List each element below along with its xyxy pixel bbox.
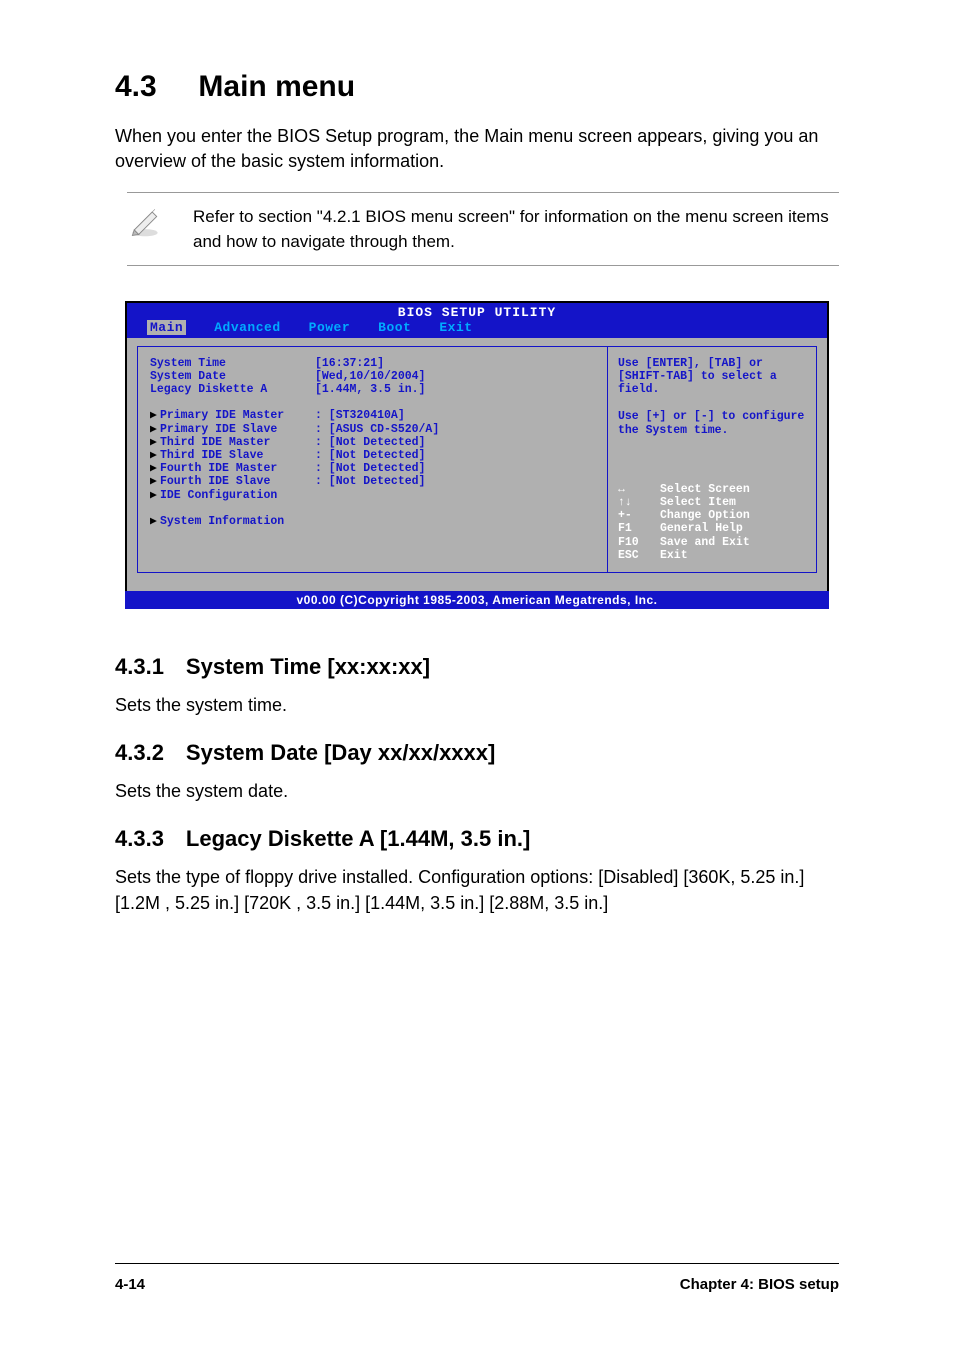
bios-row-label: Legacy Diskette A xyxy=(150,383,315,396)
bios-row-value: : [Not Detected] xyxy=(315,436,425,449)
bios-row-label: ▶IDE Configuration xyxy=(150,489,315,502)
bios-row-label: ▶Primary IDE Master xyxy=(150,409,315,422)
bios-row[interactable]: ▶Third IDE Master: [Not Detected] xyxy=(150,436,595,449)
nav-key: F1 xyxy=(618,522,660,535)
bios-row[interactable]: ▶Third IDE Slave: [Not Detected] xyxy=(150,449,595,462)
heading-number: 4.3 xyxy=(115,70,157,103)
nav-text: Select Item xyxy=(660,496,736,509)
bios-row-value: [16:37:21] xyxy=(315,357,384,370)
bios-menu-power[interactable]: Power xyxy=(309,320,351,335)
triangle-right-icon: ▶ xyxy=(150,489,157,502)
sub-text: Sets the system time. xyxy=(115,692,839,718)
triangle-right-icon: ▶ xyxy=(150,423,157,436)
bios-body: System Time[16:37:21]System Date[Wed,10/… xyxy=(127,338,827,591)
nav-key: F10 xyxy=(618,536,660,549)
main-heading: 4.3 Main menu xyxy=(115,70,839,104)
bios-left-pane: System Time[16:37:21]System Date[Wed,10/… xyxy=(137,346,607,573)
bios-help-2: Use [+] or [-] to configure the System t… xyxy=(618,410,806,436)
bios-row-value: : [ASUS CD-S520/A] xyxy=(315,423,439,436)
bios-menu-main[interactable]: Main xyxy=(147,320,186,335)
bios-nav-row: F10Save and Exit xyxy=(618,536,806,549)
nav-text: Change Option xyxy=(660,509,750,522)
sub-heading: 4.3.2 System Date [Day xx/xx/xxxx] xyxy=(115,740,839,766)
nav-key: ↑↓ xyxy=(618,496,660,509)
bios-row[interactable]: ▶Primary IDE Slave: [ASUS CD-S520/A] xyxy=(150,423,595,436)
bios-menu-advanced[interactable]: Advanced xyxy=(214,320,280,335)
bios-nav-row: ESCExit xyxy=(618,549,806,562)
triangle-right-icon: ▶ xyxy=(150,409,157,422)
bios-row-label: ▶Third IDE Slave xyxy=(150,449,315,462)
bios-row-label: ▶System Information xyxy=(150,515,315,528)
nav-text: General Help xyxy=(660,522,743,535)
triangle-right-icon: ▶ xyxy=(150,436,157,449)
bios-row-label: System Time xyxy=(150,357,315,370)
page-footer: 4-14 Chapter 4: BIOS setup xyxy=(115,1263,839,1293)
bios-row-label: ▶Fourth IDE Slave xyxy=(150,475,315,488)
bios-nav-row: +-Change Option xyxy=(618,509,806,522)
bios-row-value: : [Not Detected] xyxy=(315,462,425,475)
nav-text: Save and Exit xyxy=(660,536,750,549)
bios-menu-boot[interactable]: Boot xyxy=(378,320,411,335)
triangle-right-icon: ▶ xyxy=(150,449,157,462)
bios-row[interactable]: Legacy Diskette A[1.44M, 3.5 in.] xyxy=(150,383,595,396)
bios-row[interactable]: ▶Primary IDE Master: [ST320410A] xyxy=(150,409,595,422)
nav-key: +- xyxy=(618,509,660,522)
bios-menu-bar: Main Advanced Power Boot Exit xyxy=(127,320,827,338)
bios-row[interactable]: ▶IDE Configuration xyxy=(150,489,595,502)
triangle-right-icon: ▶ xyxy=(150,515,157,528)
bios-menu-exit[interactable]: Exit xyxy=(439,320,472,335)
bios-row-value: : [Not Detected] xyxy=(315,449,425,462)
sub-text: Sets the type of floppy drive installed.… xyxy=(115,864,839,916)
bios-row-value: : [ST320410A] xyxy=(315,409,405,422)
bios-row-label: ▶Primary IDE Slave xyxy=(150,423,315,436)
bios-row[interactable]: System Time[16:37:21] xyxy=(150,357,595,370)
nav-key: ESC xyxy=(618,549,660,562)
bios-help-1: Use [ENTER], [TAB] or [SHIFT-TAB] to sel… xyxy=(618,357,806,397)
triangle-right-icon: ▶ xyxy=(150,475,157,488)
note-text: Refer to section "4.2.1 BIOS menu screen… xyxy=(193,203,839,254)
triangle-right-icon: ▶ xyxy=(150,462,157,475)
bios-row[interactable]: ▶Fourth IDE Master: [Not Detected] xyxy=(150,462,595,475)
bios-footer-bar: v00.00 (C)Copyright 1985-2003, American … xyxy=(125,591,829,609)
footer-page-number: 4-14 xyxy=(115,1276,145,1293)
bios-right-pane: Use [ENTER], [TAB] or [SHIFT-TAB] to sel… xyxy=(607,346,817,573)
sub-heading: 4.3.1 System Time [xx:xx:xx] xyxy=(115,654,839,680)
nav-key: ↔ xyxy=(618,483,660,496)
footer-chapter: Chapter 4: BIOS setup xyxy=(680,1276,839,1293)
note-box: Refer to section "4.2.1 BIOS menu screen… xyxy=(127,192,839,265)
bios-title-bar: BIOS SETUP UTILITY xyxy=(127,303,827,320)
bios-row-value: [1.44M, 3.5 in.] xyxy=(315,383,425,396)
bios-nav-row: ↑↓Select Item xyxy=(618,496,806,509)
note-pencil-icon xyxy=(127,203,163,239)
nav-text: Exit xyxy=(660,549,688,562)
bios-panel: BIOS SETUP UTILITY Main Advanced Power Boot… xyxy=(125,301,829,591)
bios-row[interactable]: ▶Fourth IDE Slave: [Not Detected] xyxy=(150,475,595,488)
bios-nav-row: ↔Select Screen xyxy=(618,483,806,496)
intro-paragraph: When you enter the BIOS Setup program, t… xyxy=(115,124,839,174)
sub-text: Sets the system date. xyxy=(115,778,839,804)
sub-heading: 4.3.3 Legacy Diskette A [1.44M, 3.5 in.] xyxy=(115,826,839,852)
bios-row[interactable]: System Date[Wed,10/10/2004] xyxy=(150,370,595,383)
bios-row-label: System Date xyxy=(150,370,315,383)
heading-title: Main menu xyxy=(198,70,355,103)
bios-row-value: [Wed,10/10/2004] xyxy=(315,370,425,383)
bios-nav-keys: ↔Select Screen↑↓Select Item+-Change Opti… xyxy=(618,483,806,562)
bios-row-label: ▶Third IDE Master xyxy=(150,436,315,449)
nav-text: Select Screen xyxy=(660,483,750,496)
bios-row[interactable]: ▶System Information xyxy=(150,515,595,528)
bios-row-label: ▶Fourth IDE Master xyxy=(150,462,315,475)
bios-row-value: : [Not Detected] xyxy=(315,475,425,488)
bios-nav-row: F1General Help xyxy=(618,522,806,535)
